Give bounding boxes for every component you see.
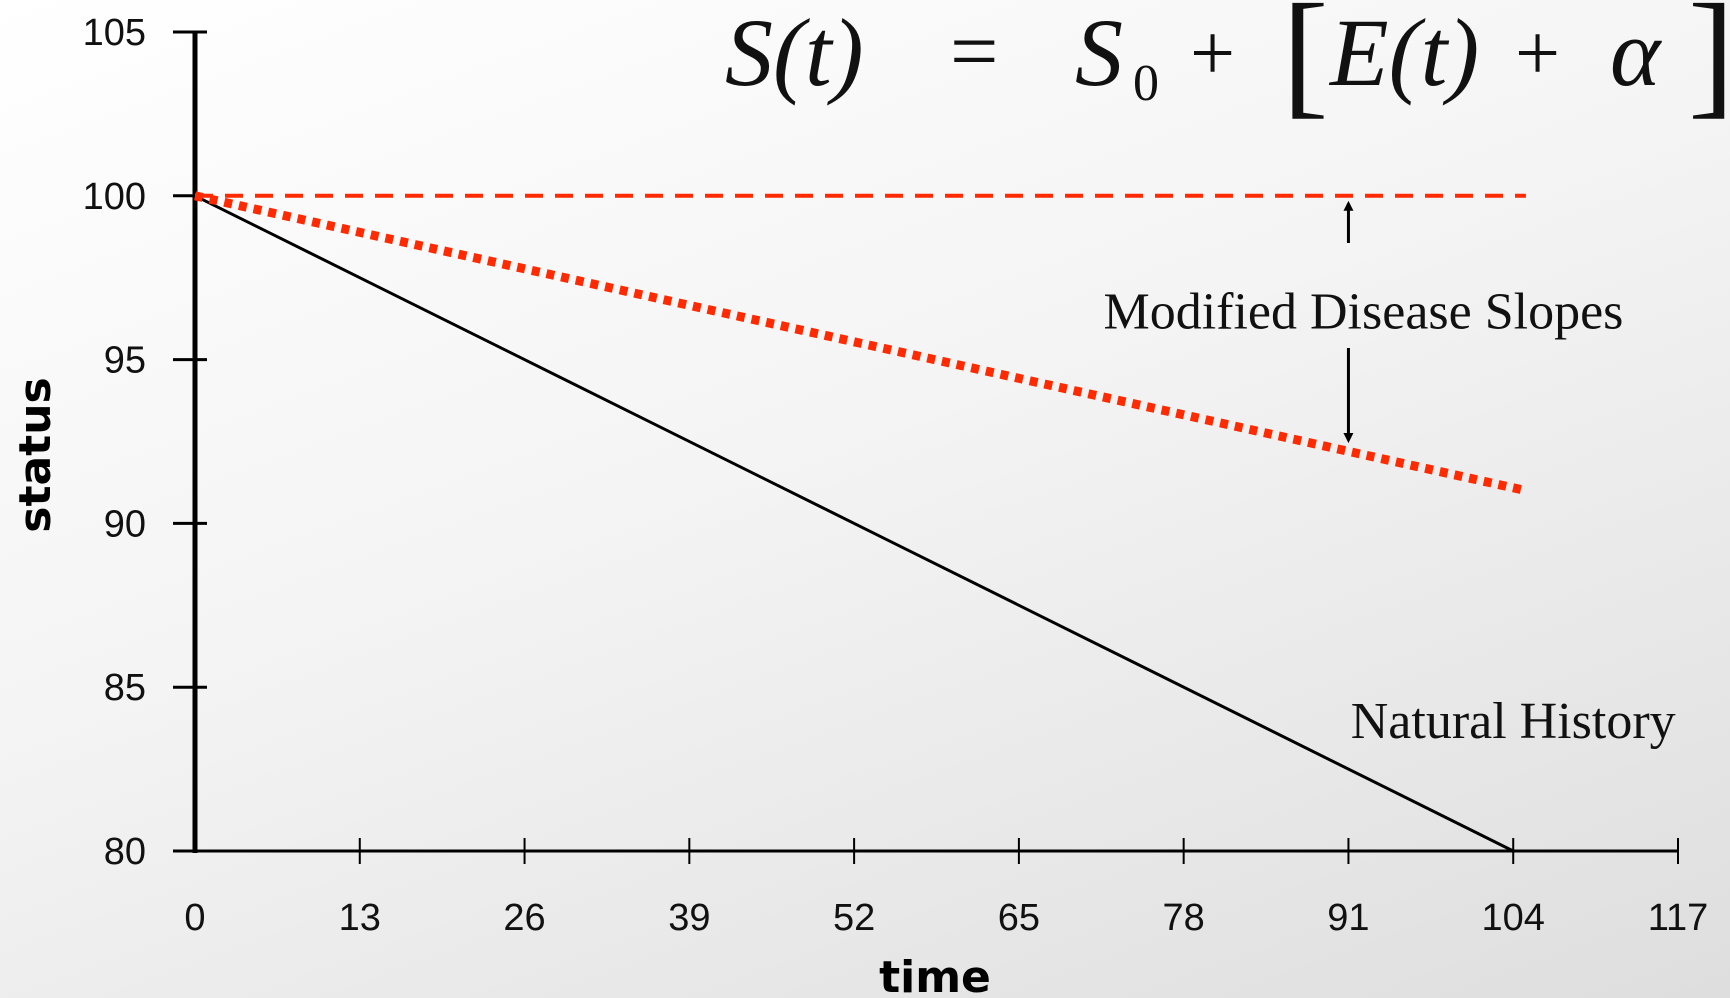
x-tick-label: 52 bbox=[833, 897, 875, 939]
formula-plus-2: + bbox=[1515, 10, 1560, 98]
x-tick-label: 39 bbox=[668, 897, 710, 939]
series-layer bbox=[194, 191, 1527, 853]
formula-right-bracket: ] bbox=[1688, 0, 1730, 131]
formula-left-bracket: [ bbox=[1282, 0, 1329, 131]
series-line-natural-history bbox=[194, 194, 1514, 853]
formula-equals: = bbox=[950, 3, 999, 99]
x-tick-label: 117 bbox=[1648, 897, 1709, 939]
y-tick-label: 80 bbox=[104, 831, 146, 873]
x-tick-label: 78 bbox=[1163, 897, 1205, 939]
series-line-modified-slope bbox=[194, 191, 1527, 496]
x-tick-label: 0 bbox=[184, 897, 205, 939]
x-tick-label: 91 bbox=[1327, 897, 1369, 939]
x-axis-title: time bbox=[879, 952, 991, 998]
x-tick-label: 13 bbox=[339, 897, 381, 939]
x-ticks: 0 13 26 39 52 65 78 91 104 117 bbox=[184, 838, 1708, 939]
formula-term: E(t) bbox=[1328, 0, 1479, 106]
formula-plus: + bbox=[1190, 10, 1235, 98]
formula-lhs: S(t) bbox=[725, 0, 864, 106]
formula: S(t) = S 0 + [ E(t) + α ] bbox=[725, 0, 1730, 131]
annotation-modified-disease-slopes: Modified Disease Slopes bbox=[1103, 283, 1623, 340]
formula-subscript: 0 bbox=[1133, 55, 1159, 112]
y-tick-label: 95 bbox=[104, 340, 146, 382]
x-tick-label: 104 bbox=[1482, 897, 1545, 939]
y-axis-title: status bbox=[10, 377, 61, 532]
x-tick-label: 65 bbox=[998, 897, 1040, 939]
y-tick-label: 105 bbox=[83, 12, 146, 54]
formula-s: S bbox=[1075, 0, 1123, 106]
y-tick-label: 90 bbox=[104, 503, 146, 545]
y-tick-label: 85 bbox=[104, 667, 146, 709]
annotation-natural-history: Natural History bbox=[1351, 693, 1676, 750]
y-ticks: 80 85 90 95 100 105 bbox=[83, 12, 207, 873]
formula-alpha: α bbox=[1610, 0, 1662, 106]
x-tick-label: 26 bbox=[503, 897, 545, 939]
y-tick-label: 100 bbox=[83, 176, 146, 218]
